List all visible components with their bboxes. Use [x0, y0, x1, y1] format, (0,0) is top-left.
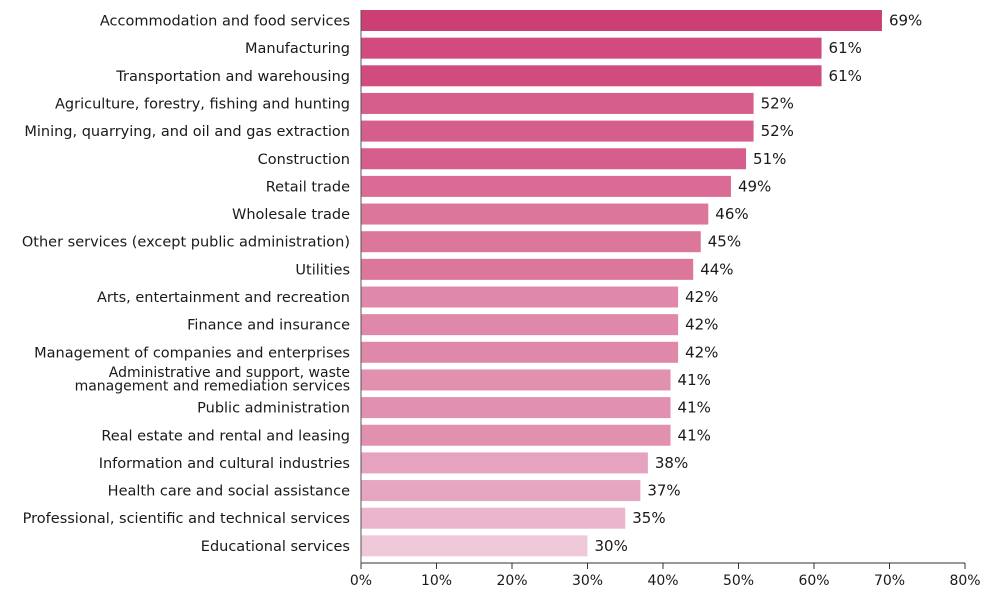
- category-label: Real estate and rental and leasing: [101, 428, 350, 444]
- bar: [361, 452, 648, 474]
- category-label: Professional, scientific and technical s…: [23, 511, 350, 527]
- value-label: 45%: [708, 233, 741, 251]
- bar: [361, 424, 671, 446]
- category-label: Mining, quarrying, and oil and gas extra…: [24, 124, 350, 140]
- category-label: Other services (except public administra…: [22, 235, 350, 251]
- value-label: 44%: [700, 260, 733, 278]
- bar: [361, 535, 588, 557]
- category-label: Educational services: [201, 539, 350, 555]
- value-label: 49%: [738, 177, 771, 195]
- value-label: 69%: [889, 12, 922, 30]
- category-label: Information and cultural industries: [99, 456, 350, 472]
- category-label: Public administration: [197, 401, 350, 417]
- x-tick-label: 10%: [421, 573, 452, 589]
- value-label: 37%: [647, 482, 680, 500]
- x-tick-label: 0%: [350, 573, 372, 589]
- category-label: Transportation and warehousing: [115, 69, 350, 85]
- value-label: 52%: [761, 122, 794, 140]
- category-label: Construction: [258, 152, 350, 168]
- value-label: 51%: [753, 150, 786, 168]
- category-label: Utilities: [295, 262, 350, 278]
- category-label: Accommodation and food services: [100, 14, 350, 30]
- value-label: 52%: [761, 94, 794, 112]
- category-label: Wholesale trade: [232, 207, 350, 223]
- value-label: 35%: [632, 509, 665, 527]
- bar: [361, 10, 882, 31]
- category-label: Manufacturing: [245, 41, 350, 57]
- value-label: 42%: [685, 343, 718, 361]
- value-label: 61%: [829, 67, 862, 85]
- bar: [361, 203, 709, 225]
- value-label: 41%: [678, 426, 711, 444]
- category-label: Finance and insurance: [187, 318, 350, 334]
- x-tick-label: 40%: [647, 573, 678, 589]
- x-tick-label: 80%: [949, 573, 980, 589]
- bars-layer: [361, 10, 882, 557]
- bar: [361, 148, 747, 170]
- bar: [361, 37, 822, 59]
- category-labels: Accommodation and food services Manufactu…: [22, 14, 350, 555]
- x-tick-label: 70%: [874, 573, 905, 589]
- category-label: Health care and social assistance: [108, 484, 350, 500]
- bar: [361, 341, 679, 363]
- value-labels: 69% 61% 61% 52% 52% 51% 49% 46% 45% 44% 42% 42% 42% 4…: [595, 12, 923, 555]
- bar: [361, 258, 694, 280]
- bar: [361, 175, 731, 197]
- x-axis: 0% 10% 20% 30% 40% 50% 60% 70% 80%: [350, 10, 981, 589]
- category-label: Retail trade: [266, 179, 350, 195]
- bar: [361, 231, 701, 253]
- bar: [361, 92, 754, 114]
- value-label: 46%: [715, 205, 748, 223]
- bar: [361, 65, 822, 87]
- bar: [361, 507, 626, 529]
- value-label: 30%: [595, 537, 628, 555]
- value-label: 41%: [678, 399, 711, 417]
- x-tick-label: 60%: [798, 573, 829, 589]
- bar: [361, 480, 641, 502]
- bar: [361, 369, 671, 391]
- category-label: Management of companies and enterprises: [34, 345, 350, 361]
- value-label: 42%: [685, 288, 718, 306]
- bar: [361, 120, 754, 142]
- value-label: 38%: [655, 454, 688, 472]
- value-label: 42%: [685, 316, 718, 334]
- bar: [361, 397, 671, 419]
- category-label: Arts, entertainment and recreation: [97, 290, 350, 306]
- x-tick-label: 50%: [723, 573, 754, 589]
- x-tick-label: 30%: [572, 573, 603, 589]
- bar: [361, 286, 679, 308]
- category-label: Agriculture, forestry, fishing and hunti…: [55, 96, 350, 112]
- value-label: 61%: [829, 39, 862, 57]
- bar: [361, 314, 679, 336]
- x-tick-label: 20%: [496, 573, 527, 589]
- value-label: 41%: [678, 371, 711, 389]
- category-label: Administrative and support, waste managem…: [75, 365, 350, 395]
